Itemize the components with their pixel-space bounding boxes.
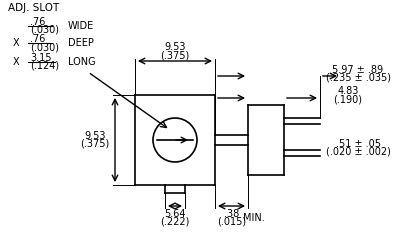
Text: .51 ± .05: .51 ± .05 <box>336 139 380 149</box>
Text: (.020 ± .002): (.020 ± .002) <box>326 147 390 157</box>
Text: .76: .76 <box>30 34 45 44</box>
Text: (.030): (.030) <box>30 42 59 52</box>
Text: 5.97 ± .89: 5.97 ± .89 <box>332 65 384 75</box>
Text: X: X <box>13 57 20 67</box>
Text: MIN.: MIN. <box>243 213 264 223</box>
Text: WIDE: WIDE <box>68 21 94 31</box>
Text: (.015): (.015) <box>217 217 246 227</box>
Text: X: X <box>13 38 20 48</box>
Text: 3.15: 3.15 <box>30 53 52 63</box>
Text: (.124): (.124) <box>30 61 59 71</box>
Text: (.030): (.030) <box>30 25 59 35</box>
Text: (.375): (.375) <box>160 50 190 60</box>
Text: .76: .76 <box>30 17 45 27</box>
Text: (.375): (.375) <box>80 139 110 149</box>
Text: 9.53: 9.53 <box>164 42 186 52</box>
Text: LONG: LONG <box>68 57 96 67</box>
Text: 4.83: 4.83 <box>337 86 359 96</box>
Text: .38: .38 <box>224 209 239 219</box>
Text: (.190): (.190) <box>334 94 362 104</box>
Text: 9.53: 9.53 <box>84 131 106 141</box>
Text: (.235 ± .035): (.235 ± .035) <box>326 73 390 83</box>
Text: DEEP: DEEP <box>68 38 94 48</box>
Text: ADJ. SLOT: ADJ. SLOT <box>8 3 59 13</box>
Text: (.222): (.222) <box>160 217 190 227</box>
Text: 5.64: 5.64 <box>164 209 186 219</box>
